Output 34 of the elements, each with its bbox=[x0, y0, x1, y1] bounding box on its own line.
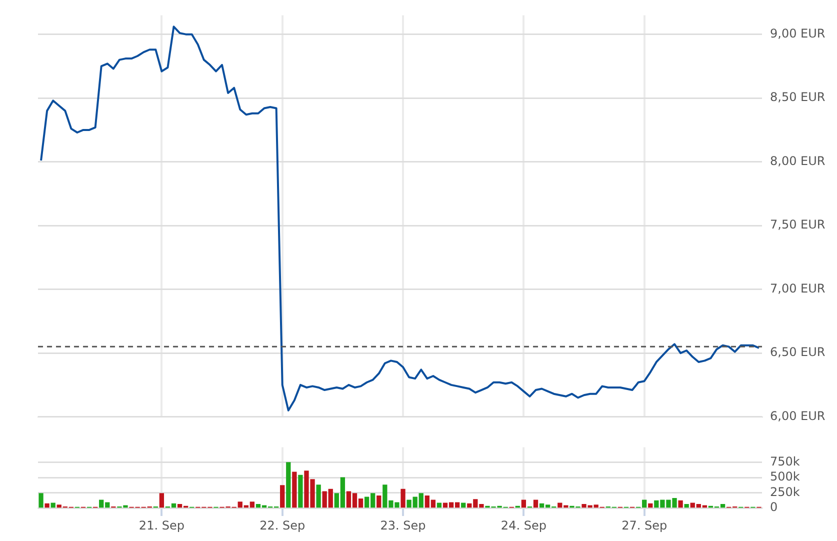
bar bbox=[50, 502, 56, 508]
y-tick-label: 8,00 EUR bbox=[770, 154, 826, 168]
bar bbox=[400, 488, 406, 508]
bar bbox=[44, 503, 50, 508]
x-tick-label: 21. Sep bbox=[138, 518, 184, 532]
x-tick-label: 24. Sep bbox=[500, 518, 546, 532]
bar bbox=[159, 493, 164, 508]
y-tick-label: 6,50 EUR bbox=[770, 345, 826, 360]
x-tick-label: 22. Sep bbox=[260, 518, 306, 532]
bar bbox=[38, 493, 44, 508]
x-tick-label: 27. Sep bbox=[622, 518, 668, 532]
y-tick-label: 7,00 EUR bbox=[770, 281, 826, 296]
bar bbox=[280, 485, 285, 508]
y-tick-label: 8,50 EUR bbox=[770, 90, 826, 104]
y-tick-label: 0 bbox=[770, 500, 778, 514]
y-tick-label: 6,00 EUR bbox=[770, 408, 826, 423]
bar bbox=[436, 502, 442, 508]
bar bbox=[678, 500, 683, 508]
bar bbox=[533, 500, 538, 508]
bar bbox=[461, 502, 466, 508]
bar bbox=[521, 500, 526, 508]
bar bbox=[298, 474, 303, 508]
bar bbox=[376, 496, 382, 508]
y-tick-label: 7,50 EUR bbox=[770, 218, 826, 232]
y-tick-label: 250k bbox=[770, 484, 800, 499]
bar bbox=[648, 503, 653, 508]
bar bbox=[316, 484, 321, 508]
x-tick-label: 23. Sep bbox=[380, 518, 426, 532]
bar bbox=[286, 462, 291, 508]
y-tick-label: 9,00 EUR bbox=[770, 26, 826, 40]
bar bbox=[684, 504, 689, 508]
y-tick-label: 500k bbox=[770, 470, 800, 484]
bar bbox=[292, 472, 297, 508]
y-tick-label: 750k bbox=[770, 454, 800, 469]
